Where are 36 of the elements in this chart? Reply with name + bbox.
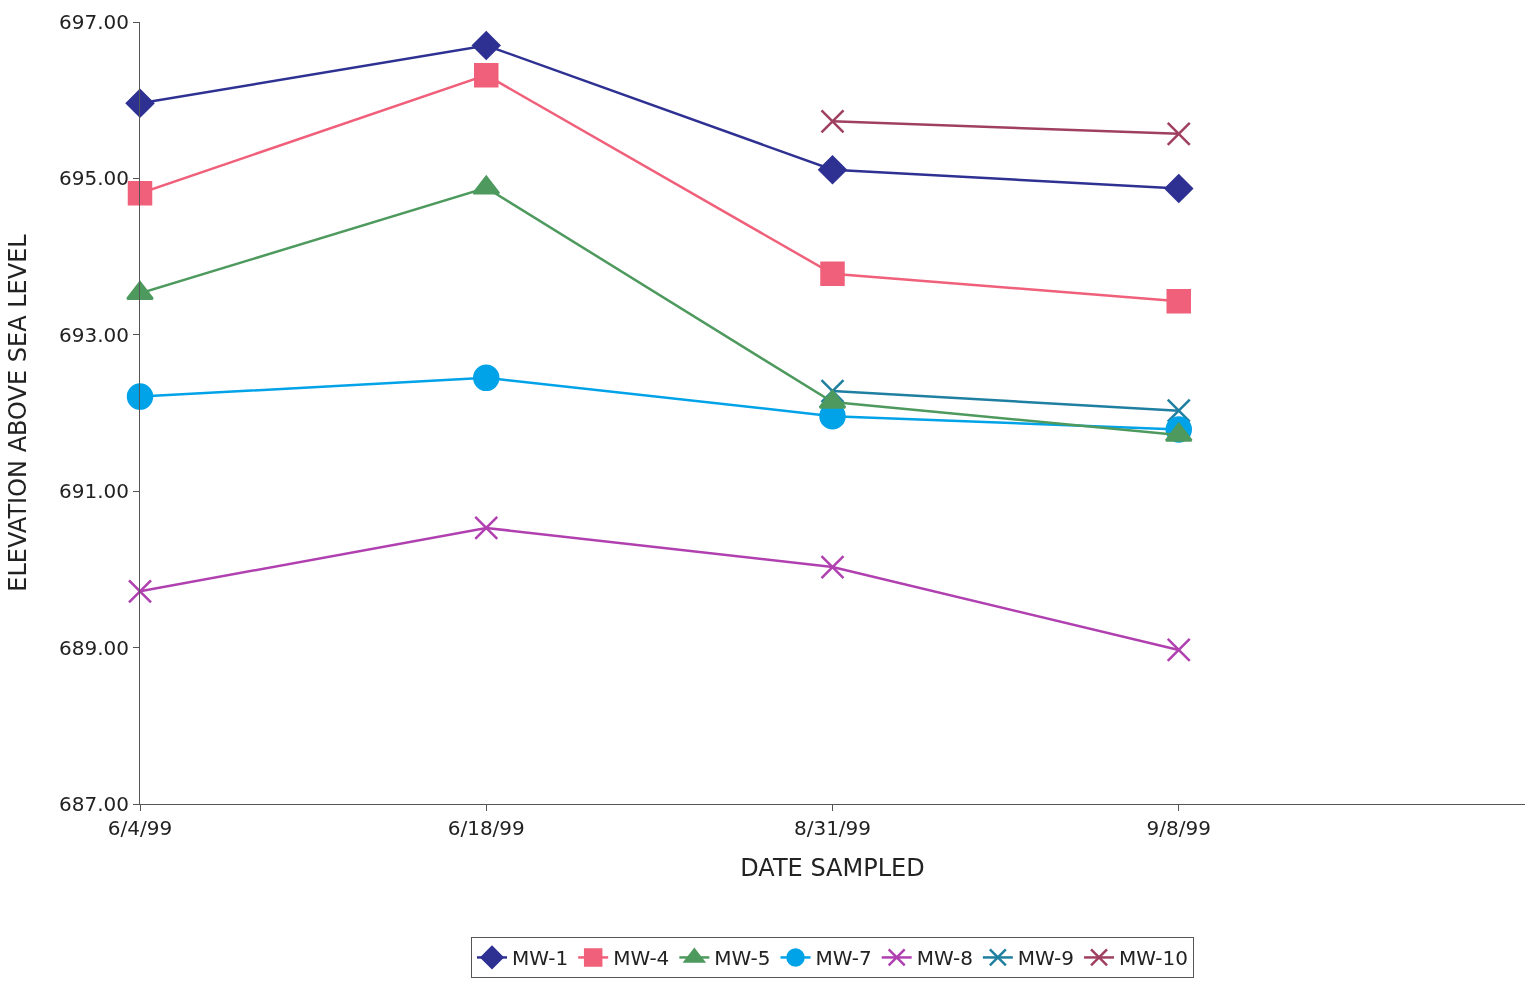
legend-label: MW-8 [916, 946, 973, 971]
legend-label: MW-7 [815, 946, 872, 971]
point [1166, 637, 1191, 663]
legend-label: MW-10 [1119, 946, 1188, 971]
point [1166, 398, 1191, 423]
x-tick-label: 6/18/99 [447, 816, 525, 840]
y-axis-title: ELEVATION ABOVE SEA LEVEL [4, 233, 33, 592]
y-tick-label: 697.00 [59, 10, 129, 34]
point [818, 155, 847, 185]
x-axis-title: DATE SAMPLED [740, 854, 925, 883]
point [126, 383, 154, 410]
legend-label: MW-4 [613, 946, 670, 971]
y-tick-label: 691.00 [59, 479, 129, 504]
point [820, 554, 845, 580]
point [474, 515, 499, 541]
legend-label: MW-9 [1017, 946, 1075, 971]
point [1164, 174, 1193, 203]
point [473, 364, 500, 392]
point [1166, 121, 1191, 147]
point [472, 31, 501, 60]
x-tick-label: 6/4/99 [107, 816, 173, 840]
legend-label: MW-1 [512, 946, 569, 971]
legend-label: MW-5 [714, 946, 771, 971]
x-tick-label: 9/8/99 [1146, 816, 1211, 840]
y-tick-label: 687.00 [59, 792, 129, 816]
y-tick-label: 689.00 [59, 635, 129, 660]
point [820, 261, 845, 287]
point [125, 89, 155, 118]
y-tick-label: 695.00 [59, 166, 129, 191]
y-tick-label: 693.00 [59, 322, 129, 347]
point [1166, 288, 1191, 314]
point [820, 109, 845, 134]
point [127, 579, 153, 604]
point [127, 181, 153, 206]
point [474, 62, 499, 88]
x-tick-label: 8/31/99 [793, 816, 872, 840]
